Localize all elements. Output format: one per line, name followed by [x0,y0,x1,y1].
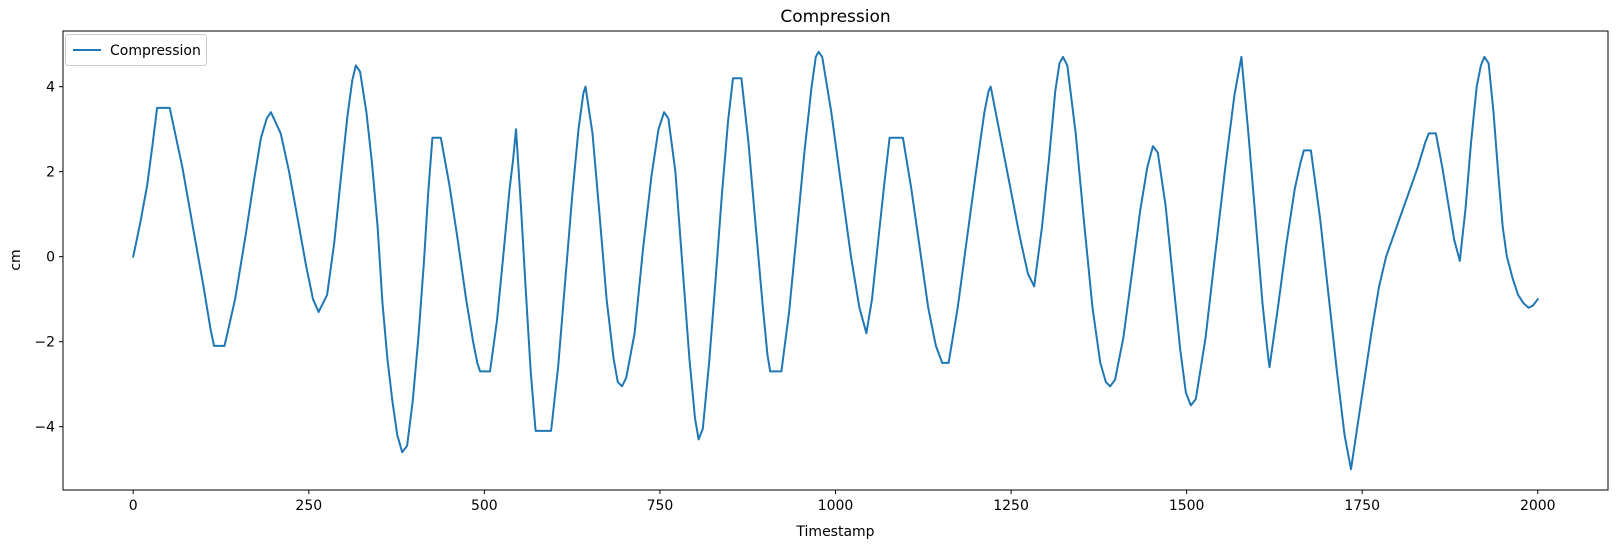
legend: Compression [65,34,207,66]
y-tick-label: −4 [34,420,55,436]
compression-series-line [132,50,1539,471]
plot-spines [62,30,1609,491]
x-tick-label: 1000 [818,498,854,514]
x-tick-label: 250 [295,498,322,514]
y-tick-label: 0 [46,250,55,266]
x-tick-label: 1250 [993,498,1029,514]
x-tick-label: 0 [129,498,138,514]
legend-box [65,34,207,66]
chart-title: Compression [780,7,890,27]
x-axis-label: Timestamp [795,524,874,540]
x-tick-label: 1750 [1344,498,1380,514]
x-tick-label: 500 [471,498,498,514]
x-tick-label: 750 [647,498,674,514]
y-tick-label: −2 [34,335,55,351]
y-tick-label: 2 [46,165,55,181]
legend-label: Compression [110,43,201,59]
plot-area: 0 250 500 750 1000 1250 1500 1750 2000 −4 −2 0 2 4 [34,30,1609,514]
y-tick-label: 4 [46,80,55,96]
x-tick-label: 1500 [1169,498,1205,514]
x-tick-label: 2000 [1520,498,1556,514]
y-axis-label: cm [8,249,24,270]
